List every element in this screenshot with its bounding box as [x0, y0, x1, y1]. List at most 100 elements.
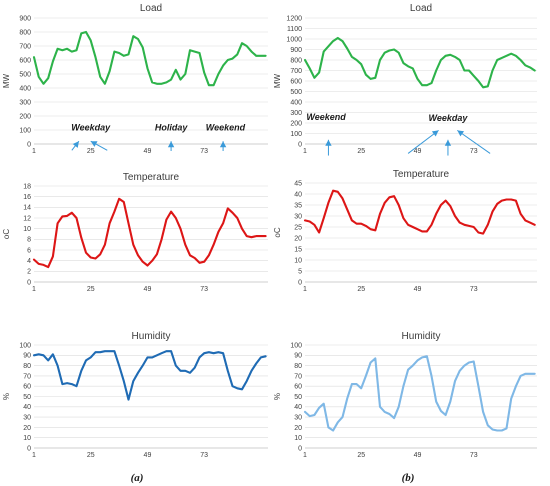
y-tick-label: 2: [27, 269, 31, 276]
series-line: [32, 350, 267, 401]
y-tick-label: 6: [27, 247, 31, 254]
caption-b: (b): [402, 472, 415, 484]
y-tick-label: 0: [27, 141, 31, 148]
y-tick-label: 100: [19, 127, 31, 134]
y-tick-label: 600: [19, 57, 31, 64]
y-tick-label: 400: [19, 85, 31, 92]
y-tick-label: 18: [23, 183, 31, 190]
x-tick-label: 25: [87, 148, 95, 155]
y-tick-label: 0: [298, 445, 302, 452]
chart-a-load: Load 0 100 200 300 400 500 600 700 800 900 1 25 49 73 M…: [2, 3, 268, 155]
series-line: [32, 197, 267, 269]
annotation-label: Holiday: [155, 123, 189, 133]
y-tick-label: 40: [294, 191, 302, 198]
y-tick-label: 12: [23, 215, 31, 222]
y-tick-label: 100: [19, 342, 31, 349]
y-tick-label: 400: [290, 99, 302, 106]
arrow-shaft: [457, 129, 491, 154]
y-tick-label: 90: [23, 353, 31, 360]
chart-title: Temperature: [123, 172, 180, 183]
y-tick-label: 35: [294, 202, 302, 209]
y-tick-label: 0: [27, 279, 31, 286]
y-tick-label: 0: [298, 141, 302, 148]
y-tick-label: 45: [294, 180, 302, 187]
y-tick-label: 600: [290, 78, 302, 85]
y-tick-label: 100: [290, 131, 302, 138]
y-tick-label: 40: [294, 404, 302, 411]
caption-a: (a): [131, 472, 144, 484]
arrow-head: [72, 141, 79, 148]
arrow-head: [457, 130, 465, 137]
arrow-head: [431, 130, 439, 137]
y-tick-label: 500: [290, 89, 302, 96]
y-tick-label: 0: [27, 445, 31, 452]
x-tick-label: 73: [470, 452, 478, 459]
y-axis-label: MW: [2, 73, 11, 88]
chart-title: Temperature: [393, 169, 450, 180]
annotation-arrow: [407, 129, 439, 154]
y-tick-label: 80: [294, 363, 302, 370]
series-line: [303, 36, 536, 89]
x-tick-label: 49: [414, 148, 422, 155]
y-tick-label: 200: [290, 120, 302, 127]
y-tick-label: 300: [19, 99, 31, 106]
y-tick-label: 1000: [286, 36, 302, 43]
y-tick-label: 50: [294, 394, 302, 401]
annotation-arrow: [90, 140, 108, 151]
chart-title: Load: [410, 3, 432, 14]
y-axis-label: %: [273, 393, 282, 400]
x-tick-label: 25: [87, 286, 95, 293]
y-tick-label: 900: [19, 15, 31, 22]
y-tick-label: 800: [19, 29, 31, 36]
chart-b-load: Load 0 100 200 300 400 500 600 700 800 900 1000 1100…: [273, 3, 537, 156]
x-tick-label: 25: [357, 286, 365, 293]
y-tick-label: 1100: [287, 26, 302, 33]
y-axis-label: %: [2, 393, 11, 400]
x-tick-label: 73: [200, 452, 208, 459]
y-tick-label: 60: [23, 384, 31, 391]
chart-a-temperature: Temperature 0 2 4 6 8 10 12 14 16 18 1 25 49 73 oC: [2, 172, 268, 293]
y-axis-label: oC: [2, 229, 11, 239]
y-tick-label: 20: [294, 235, 302, 242]
series-line: [32, 30, 267, 87]
y-tick-label: 4: [27, 258, 31, 265]
annotation-label: Weekday: [429, 113, 469, 123]
x-tick-label: 1: [32, 286, 36, 293]
y-tick-label: 90: [294, 353, 302, 360]
x-tick-label: 49: [414, 286, 422, 293]
y-tick-label: 10: [23, 226, 31, 233]
y-tick-label: 10: [23, 435, 31, 442]
y-tick-label: 500: [19, 71, 31, 78]
y-axis-label: oC: [273, 227, 282, 237]
y-tick-label: 900: [290, 47, 302, 54]
series-line: [303, 355, 536, 432]
y-tick-label: 20: [294, 425, 302, 432]
x-tick-label: 25: [357, 148, 365, 155]
annotation-arrow: [219, 141, 227, 151]
y-tick-label: 8: [27, 237, 31, 244]
y-tick-label: 1200: [286, 15, 302, 22]
y-tick-label: 300: [290, 110, 302, 117]
annotation-label: Weekday: [71, 123, 111, 133]
annotation-arrow: [325, 139, 332, 156]
annotation-arrow: [444, 139, 452, 156]
chart-a-humidity: Humidity 0 10 20 30 40 50 60 70 80 90 100 1 25 49 73%: [2, 331, 268, 459]
y-tick-label: 15: [294, 246, 302, 253]
x-tick-label: 73: [470, 286, 478, 293]
x-tick-label: 1: [303, 148, 307, 155]
arrow-head: [90, 141, 98, 147]
y-tick-label: 800: [290, 57, 302, 64]
y-tick-label: 30: [23, 415, 31, 422]
y-tick-label: 40: [23, 404, 31, 411]
x-tick-label: 49: [144, 452, 152, 459]
x-tick-label: 1: [32, 452, 36, 459]
series-line: [303, 189, 536, 235]
annotation-arrow: [167, 141, 175, 151]
y-tick-label: 30: [294, 213, 302, 220]
y-tick-label: 80: [23, 363, 31, 370]
x-tick-label: 73: [200, 148, 208, 155]
chart-title: Load: [140, 3, 162, 14]
y-tick-label: 20: [23, 425, 31, 432]
y-tick-label: 700: [19, 43, 31, 50]
y-tick-label: 70: [23, 373, 31, 380]
